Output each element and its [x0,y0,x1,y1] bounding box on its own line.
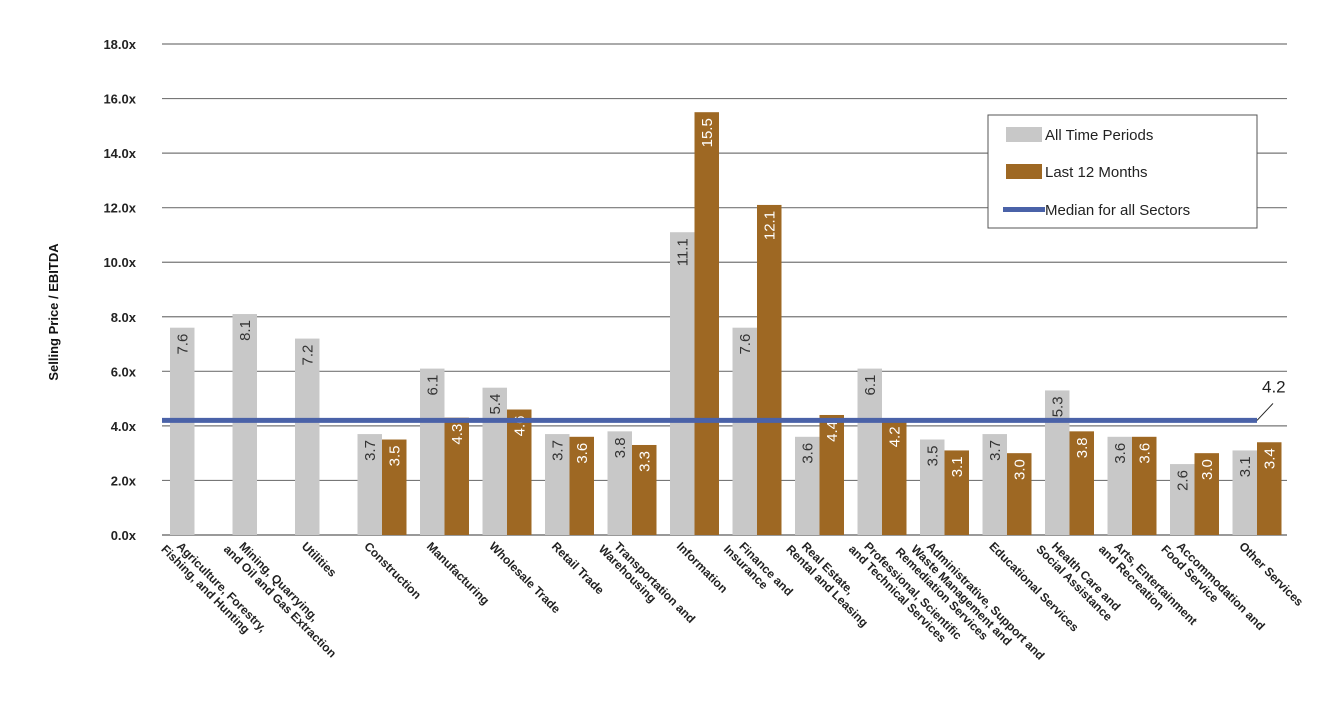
data-label: 6.1 [424,375,441,396]
data-label: 3.8 [612,437,629,458]
data-label: 3.0 [1011,459,1028,480]
x-tick-label: Construction [361,539,424,602]
data-label: 5.4 [487,394,504,415]
median-leader-line [1256,403,1274,421]
bar-last-12 [1257,442,1282,535]
data-label: 4.3 [449,424,466,445]
y-tick-label: 16.0x [103,92,136,107]
median-value-label: 4.2 [1262,377,1286,396]
y-tick-label: 12.0x [103,201,136,216]
data-label: 12.1 [761,211,778,240]
bar-all-time [545,434,570,535]
x-tick-label: Manufacturing [424,539,492,607]
bar-last-12 [1194,453,1219,535]
bar-all-time [295,338,320,535]
x-tick-label: Other Services [1236,539,1306,609]
x-tick-label: Retail Trade [549,539,607,597]
y-tick-label: 18.0x [103,37,136,52]
y-tick-label: 4.0x [111,419,137,434]
x-tick-label: Information [674,539,731,596]
data-label: 3.7 [987,440,1004,461]
data-label: 7.6 [174,334,191,355]
bar-all-time [232,314,257,535]
y-axis-label: Selling Price / EBITDA [46,243,61,381]
y-tick-label: 6.0x [111,364,137,379]
legend-swatch-last-12 [1006,164,1042,179]
bar-last-12 [882,420,907,535]
y-tick-label: 14.0x [103,146,136,161]
bar-last-12 [1132,436,1157,535]
bars: 7.6 8.1 7.2 3.7 6.1 5.4 3.7 3.8 11.1 7.6 3.6 6.1 3.5… [170,112,1282,535]
bar-all-time [1107,436,1132,535]
bar-last-12 [632,444,657,535]
bar-all-time [170,327,195,535]
bar-all-time [420,368,445,535]
bar-all-time [357,434,382,535]
data-label: 3.4 [1261,448,1278,469]
data-label: 3.6 [574,443,591,464]
bar-all-time [482,387,507,535]
legend-label-median: Median for all Sectors [1045,202,1190,219]
median-line-group: 4.2 [162,377,1286,423]
bar-last-12 [1007,453,1032,535]
data-label: 3.1 [949,456,966,477]
bar-last-12 [444,417,469,535]
y-tick-label: 8.0x [111,310,137,325]
data-label: 15.5 [699,118,716,147]
legend: All Time Periods Last 12 Months Median f… [987,114,1258,229]
data-label: 6.1 [862,375,879,396]
bar-last-12 [819,414,844,535]
bar-last-12 [1069,431,1094,535]
bar-all-time [607,431,632,535]
bar-last-12 [944,450,969,535]
data-label: 8.1 [237,320,254,341]
bar-last-12 [694,112,719,535]
data-label: 2.6 [1174,470,1191,491]
bar-all-time [1045,390,1070,535]
x-tick-label: Finance andInsurance [721,533,796,608]
data-label: 11.1 [674,238,691,266]
data-label: 3.8 [1074,437,1091,458]
data-label: 3.0 [1199,459,1216,480]
gridlines [162,43,1287,536]
data-label: 3.7 [549,440,566,461]
bar-last-12 [382,439,407,535]
data-label: 3.5 [924,446,941,467]
data-label: 4.4 [824,421,841,442]
bar-all-time [857,368,882,535]
data-label: 4.2 [886,426,903,447]
x-tick-label: Utilities [299,539,340,580]
bar-all-time [732,327,757,535]
y-tick-label: 2.0x [111,473,137,488]
bar-all-time [795,436,820,535]
data-label: 5.3 [1049,396,1066,417]
legend-label-all-time: All Time Periods [1045,127,1153,144]
data-label: 7.2 [299,345,316,366]
y-axis-ticks: 0.0x 2.0x 4.0x 6.0x 8.0x 10.0x 12.0x 14.0x 16.0x… [103,37,136,543]
legend-label-last-12: Last 12 Months [1045,164,1148,181]
legend-swatch-all-time [1006,127,1042,142]
x-axis-labels: Agriculture, Forestry,Fishing, and Hunti… [158,533,1306,663]
bar-all-time [982,434,1007,535]
bar-all-time [670,232,695,535]
bar-last-12 [507,409,532,535]
data-label: 3.6 [1112,443,1129,464]
data-label: 3.1 [1237,456,1254,477]
bar-all-time [1170,464,1195,535]
data-label: 3.5 [386,446,403,467]
data-label: 3.3 [636,451,653,472]
y-tick-label: 10.0x [103,255,136,270]
legend-swatch-median [1003,207,1045,212]
bar-last-12 [569,436,594,535]
data-label: 3.6 [1136,443,1153,464]
bar-all-time [1232,450,1257,535]
y-tick-label: 0.0x [111,528,137,543]
data-label: 7.6 [737,334,754,355]
bar-last-12 [757,204,782,535]
data-label: 3.6 [799,443,816,464]
bar-all-time [920,439,945,535]
data-label: 3.7 [362,440,379,461]
